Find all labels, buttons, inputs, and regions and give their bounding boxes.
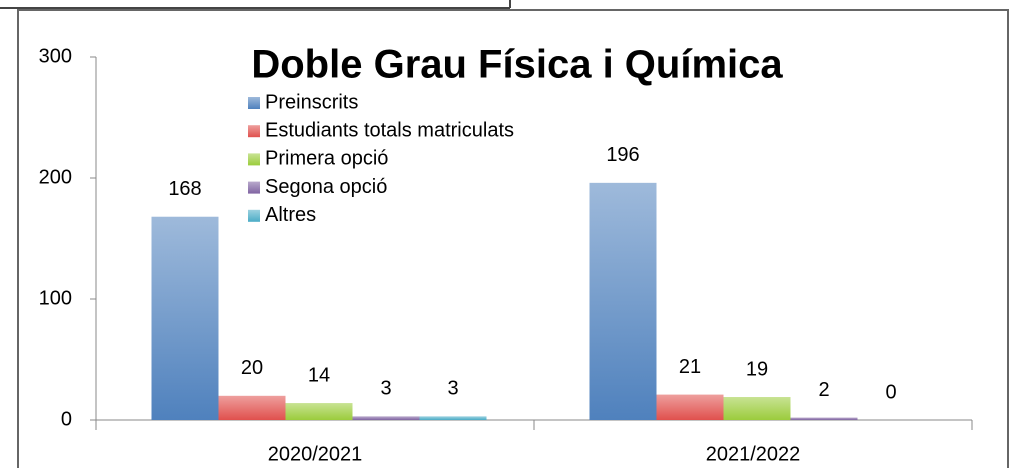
bar xyxy=(151,216,219,420)
legend-swatch xyxy=(248,97,260,109)
bar xyxy=(656,394,724,420)
chart-title: Doble Grau Física i Química xyxy=(251,43,783,87)
data-label: 21 xyxy=(679,356,701,378)
legend-swatch xyxy=(248,181,260,194)
legend-label: Altres xyxy=(265,204,316,226)
data-label: 2 xyxy=(818,379,829,401)
legend-label: Estudiants totals matriculats xyxy=(265,119,514,141)
y-tick-label: 300 xyxy=(39,45,72,67)
y-tick-label: 100 xyxy=(39,287,72,309)
data-label: 19 xyxy=(746,358,768,380)
y-tick-label: 0 xyxy=(61,408,72,430)
data-label: 20 xyxy=(241,357,263,379)
x-tick-label: 2020/2021 xyxy=(268,443,363,465)
bar xyxy=(589,182,657,420)
bar xyxy=(419,416,487,420)
legend-swatch xyxy=(248,125,260,138)
legend-label: Primera opció xyxy=(265,148,388,170)
bar xyxy=(285,403,353,420)
data-label: 14 xyxy=(308,364,330,386)
chart-border xyxy=(17,9,1009,468)
x-tick-label: 2021/2022 xyxy=(706,443,801,465)
data-label: 3 xyxy=(380,378,391,400)
legend-label: Preinscrits xyxy=(265,91,358,113)
y-tick-label: 200 xyxy=(39,166,72,188)
legend-swatch xyxy=(248,209,260,222)
bar xyxy=(352,416,420,420)
legend-label: Segona opció xyxy=(265,176,387,198)
data-label: 0 xyxy=(885,381,896,403)
bar xyxy=(218,395,286,420)
bar xyxy=(790,417,858,420)
bar xyxy=(723,397,791,420)
data-label: 3 xyxy=(447,378,458,400)
data-label: 196 xyxy=(606,144,639,166)
legend-swatch xyxy=(248,153,260,166)
data-label: 168 xyxy=(168,178,201,200)
